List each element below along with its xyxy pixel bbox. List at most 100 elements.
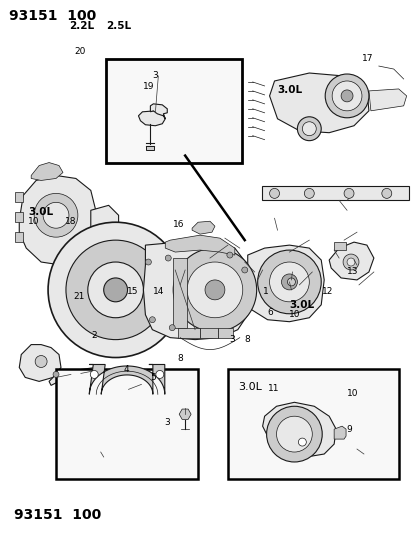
Circle shape: [241, 267, 247, 273]
Text: 3: 3: [229, 335, 235, 344]
Text: 13: 13: [346, 268, 357, 276]
Polygon shape: [49, 367, 100, 385]
Polygon shape: [143, 240, 249, 340]
Circle shape: [304, 188, 313, 198]
Circle shape: [66, 240, 165, 340]
Circle shape: [257, 250, 320, 314]
Circle shape: [187, 262, 242, 318]
Circle shape: [287, 278, 295, 286]
Text: 17: 17: [361, 54, 373, 62]
Polygon shape: [192, 221, 214, 234]
Text: 3: 3: [164, 418, 169, 427]
Bar: [56, 369, 197, 479]
Text: 18: 18: [65, 217, 76, 226]
Circle shape: [346, 258, 354, 266]
Text: 14: 14: [152, 287, 164, 296]
Polygon shape: [328, 242, 373, 280]
Bar: [173, 258, 187, 328]
Text: 9: 9: [346, 425, 352, 434]
Polygon shape: [19, 175, 95, 265]
Circle shape: [35, 356, 47, 367]
Text: 5: 5: [150, 373, 156, 382]
Bar: [199, 328, 217, 337]
Circle shape: [297, 117, 320, 141]
Circle shape: [325, 74, 368, 118]
Polygon shape: [90, 205, 118, 245]
Circle shape: [149, 317, 155, 322]
Text: 12: 12: [321, 287, 333, 296]
Circle shape: [48, 222, 183, 358]
Text: 93151  100: 93151 100: [14, 507, 101, 522]
Polygon shape: [269, 73, 368, 133]
Polygon shape: [262, 402, 335, 456]
Text: 10: 10: [289, 310, 300, 319]
Polygon shape: [150, 104, 167, 119]
Circle shape: [169, 325, 175, 330]
Circle shape: [266, 406, 321, 462]
Circle shape: [226, 252, 232, 258]
Text: 15: 15: [126, 287, 138, 296]
Text: 8: 8: [177, 354, 183, 363]
Circle shape: [269, 262, 309, 302]
Circle shape: [34, 193, 78, 237]
Circle shape: [281, 274, 297, 290]
Circle shape: [155, 370, 164, 378]
Polygon shape: [89, 365, 164, 394]
Circle shape: [53, 372, 59, 377]
Circle shape: [276, 416, 311, 452]
Text: 3.0L: 3.0L: [28, 207, 53, 217]
Bar: [105, 59, 241, 163]
Polygon shape: [179, 409, 191, 419]
Text: 20: 20: [74, 47, 86, 56]
Circle shape: [103, 278, 127, 302]
Text: 4: 4: [123, 366, 129, 374]
Polygon shape: [282, 272, 306, 295]
Bar: [217, 328, 232, 337]
Text: 11: 11: [267, 384, 279, 393]
Text: 21: 21: [73, 292, 85, 301]
Text: 2: 2: [92, 331, 97, 340]
Polygon shape: [31, 163, 63, 181]
Polygon shape: [247, 245, 323, 322]
Text: 6: 6: [267, 308, 273, 317]
Bar: [178, 328, 199, 337]
Text: 16: 16: [173, 220, 184, 229]
Bar: [15, 232, 23, 242]
Text: 2.2L: 2.2L: [69, 21, 94, 31]
Circle shape: [301, 122, 316, 136]
Polygon shape: [138, 111, 165, 126]
Bar: [15, 192, 23, 203]
Circle shape: [43, 203, 69, 228]
Circle shape: [331, 81, 361, 111]
Text: 2.5L: 2.5L: [106, 21, 131, 31]
Polygon shape: [333, 426, 345, 439]
Text: 1: 1: [262, 287, 268, 296]
Circle shape: [381, 188, 391, 198]
Bar: [15, 212, 23, 222]
Text: 3.0L: 3.0L: [276, 85, 301, 95]
Text: 93151  100: 93151 100: [9, 10, 96, 23]
Bar: [261, 187, 408, 200]
Circle shape: [173, 248, 256, 332]
Text: 3: 3: [152, 71, 158, 80]
Circle shape: [340, 90, 352, 102]
Polygon shape: [368, 89, 406, 111]
Bar: [227, 369, 398, 479]
Circle shape: [269, 188, 279, 198]
Circle shape: [298, 438, 306, 446]
Circle shape: [88, 262, 143, 318]
Polygon shape: [19, 345, 61, 382]
Text: 3.0L: 3.0L: [289, 300, 313, 310]
Text: 10: 10: [346, 389, 357, 398]
Text: 8: 8: [243, 335, 249, 344]
Text: 19: 19: [143, 82, 154, 91]
Polygon shape: [165, 235, 234, 255]
Text: 10: 10: [28, 217, 40, 226]
Circle shape: [165, 255, 171, 261]
Circle shape: [145, 259, 151, 265]
Circle shape: [90, 370, 98, 378]
Circle shape: [204, 280, 224, 300]
Circle shape: [343, 188, 353, 198]
Circle shape: [342, 254, 358, 270]
Text: 3.0L: 3.0L: [237, 382, 261, 392]
